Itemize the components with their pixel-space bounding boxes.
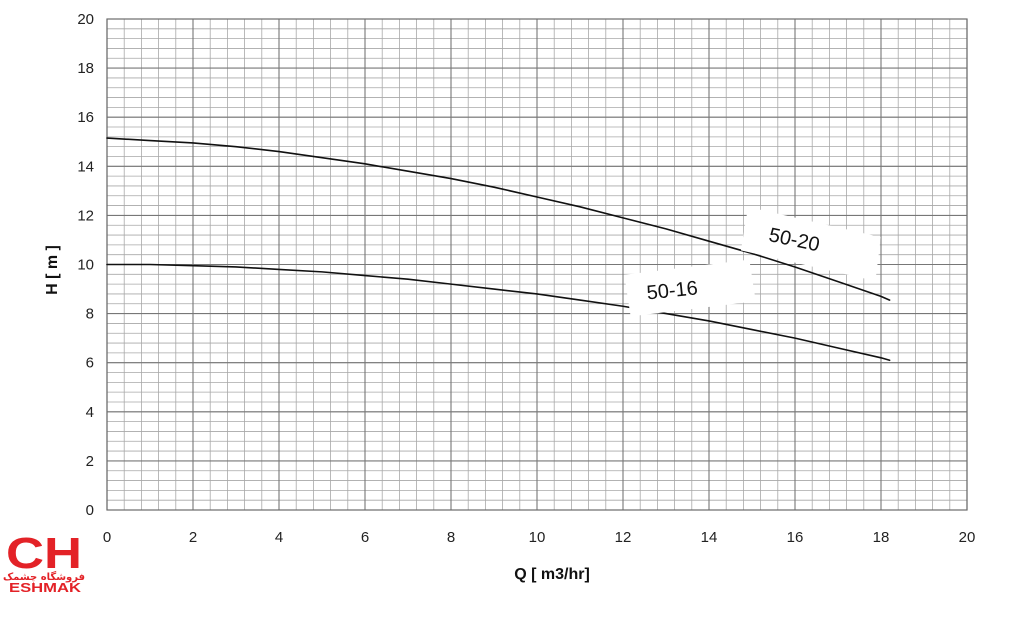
x-tick-label: 8	[447, 529, 455, 546]
series-line-50-16	[106, 263, 891, 362]
x-tick-label: 6	[361, 529, 369, 546]
curve-label-50-16: 50-16	[646, 277, 699, 304]
logo-letters: CH	[6, 529, 82, 578]
x-tick-label: 14	[701, 529, 718, 546]
y-tick-labels: 0 2 4 6 8 10 12 14 16 18 20	[77, 11, 94, 519]
series-line-50-20	[106, 137, 891, 301]
x-tick-label: 0	[103, 529, 111, 546]
y-tick-label: 10	[77, 257, 94, 274]
x-tick-label: 12	[615, 529, 632, 546]
x-tick-label: 18	[873, 529, 890, 546]
x-tick-labels: 0 2 4 6 8 10 12 14 16 18 20	[103, 529, 976, 546]
label-50-16-backdrop	[624, 259, 756, 317]
x-tick-label: 4	[275, 529, 283, 546]
label-50-20-backdrop	[740, 206, 881, 282]
logo-subtitle: فروشگاه چشمک	[3, 570, 85, 583]
logo-wordmark: ESHMAK	[9, 580, 82, 595]
y-tick-label: 2	[86, 453, 94, 470]
y-tick-label: 16	[77, 109, 94, 126]
y-axis-title: H [ m ]	[44, 245, 61, 295]
y-tick-label: 20	[77, 11, 94, 28]
x-tick-label: 20	[959, 529, 976, 546]
y-tick-label: 0	[86, 502, 94, 519]
series-layer	[106, 137, 891, 362]
y-tick-label: 12	[77, 207, 94, 224]
x-tick-label: 10	[529, 529, 546, 546]
y-tick-label: 14	[77, 158, 94, 175]
x-tick-label: 16	[787, 529, 804, 546]
x-axis-title: Q [ m3/hr]	[514, 566, 590, 583]
brand-logo: CH فروشگاه چشمک ESHMAK	[3, 529, 85, 595]
label-50-16-group: 50-16	[624, 259, 756, 317]
y-tick-label: 18	[77, 60, 94, 77]
y-tick-label: 4	[86, 404, 94, 421]
label-50-20-group: 50-20	[740, 206, 881, 282]
y-tick-label: 8	[86, 306, 94, 323]
x-tick-label: 2	[189, 529, 197, 546]
y-tick-label: 6	[86, 355, 94, 372]
